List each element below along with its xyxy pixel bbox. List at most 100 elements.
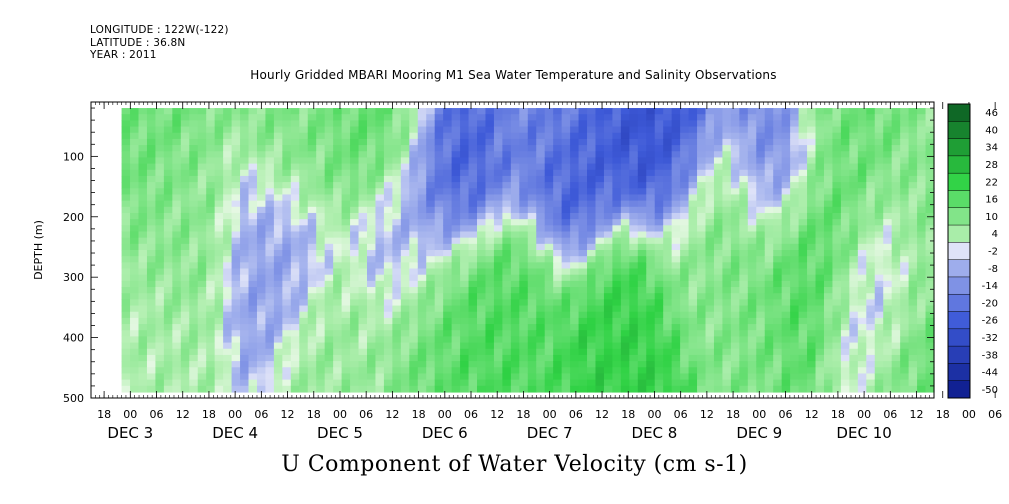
heatmap-cell: [790, 151, 800, 159]
heatmap-cell: [925, 287, 935, 294]
heatmap-cell: [646, 138, 656, 146]
heatmap-cell: [536, 305, 546, 313]
heatmap-cell: [358, 225, 368, 233]
heatmap-cell: [561, 354, 571, 362]
heatmap-cell: [646, 280, 656, 288]
heatmap-cell: [536, 280, 546, 288]
heatmap-cell: [612, 299, 622, 307]
heatmap-cell: [460, 373, 470, 381]
heatmap-cell: [917, 274, 927, 282]
heatmap-cell: [570, 108, 580, 115]
heatmap-cell: [366, 138, 377, 146]
heatmap-cell: [925, 108, 935, 115]
heatmap-cell: [307, 262, 317, 270]
heatmap-cell: [493, 212, 503, 220]
heatmap-cell: [426, 280, 436, 288]
heatmap-cell: [493, 262, 503, 270]
heatmap-cell: [866, 299, 876, 307]
heatmap-cell: [866, 379, 876, 387]
heatmap-cell: [705, 256, 715, 263]
heatmap-cell: [443, 367, 453, 375]
heatmap-cell: [671, 151, 681, 159]
heatmap-cell: [223, 287, 233, 294]
heatmap-cell: [172, 188, 182, 196]
heatmap-cell: [832, 126, 842, 134]
heatmap-cell: [121, 250, 131, 257]
x-hour-tick-label: 12: [385, 408, 399, 421]
heatmap-cell: [866, 361, 876, 368]
heatmap-cell: [570, 231, 580, 239]
heatmap-cell: [375, 200, 385, 208]
heatmap-cell: [764, 231, 774, 239]
heatmap-cell: [874, 163, 884, 171]
heatmap-cell: [874, 126, 884, 134]
heatmap-cell: [595, 385, 605, 393]
heatmap-cell: [874, 367, 884, 375]
heatmap-cell: [671, 206, 681, 214]
heatmap-cell: [383, 354, 393, 362]
heatmap-cell: [502, 379, 512, 387]
heatmap-cell: [510, 379, 520, 387]
heatmap-cell: [316, 120, 326, 128]
heatmap-cell: [189, 311, 199, 319]
heatmap-cell: [155, 385, 165, 393]
heatmap-cell: [747, 250, 757, 257]
heatmap-cell: [324, 231, 334, 239]
heatmap-cell: [451, 324, 461, 331]
heatmap-cell: [646, 354, 656, 362]
heatmap-cell: [392, 188, 402, 196]
heatmap-cell: [265, 237, 275, 245]
heatmap-cell: [290, 385, 300, 393]
heatmap-cell: [350, 379, 360, 387]
heatmap-cell: [510, 280, 520, 288]
heatmap-cell: [146, 182, 157, 189]
heatmap-cell: [189, 231, 199, 239]
heatmap-cell: [773, 354, 783, 362]
heatmap-cell: [375, 385, 385, 393]
heatmap-cell: [146, 108, 157, 115]
heatmap-cell: [138, 163, 148, 171]
heatmap-cell: [697, 200, 707, 208]
heatmap-cell: [451, 194, 461, 202]
heatmap-cell: [654, 299, 664, 307]
heatmap-cell: [333, 225, 343, 233]
heatmap-cell: [519, 138, 529, 146]
heatmap-cell: [908, 354, 918, 362]
heatmap-cell: [646, 182, 656, 189]
heatmap-cell: [747, 330, 757, 338]
heatmap-cell: [383, 157, 393, 165]
heatmap-cell: [307, 157, 317, 165]
heatmap-cell: [316, 305, 326, 313]
heatmap-cell: [840, 311, 850, 319]
heatmap-cell: [807, 138, 817, 146]
heatmap-cell: [722, 114, 732, 121]
heatmap-cell: [832, 250, 842, 257]
heatmap-cell: [366, 354, 377, 362]
heatmap-cell: [375, 194, 385, 202]
heatmap-cell: [578, 138, 588, 146]
heatmap-cell: [493, 231, 503, 239]
heatmap-cell: [739, 163, 749, 171]
heatmap-cell: [900, 336, 910, 344]
heatmap-cell: [663, 385, 673, 393]
heatmap-cell: [705, 385, 715, 393]
heatmap-cell: [578, 225, 588, 233]
heatmap-cell: [358, 299, 368, 307]
heatmap-cell: [857, 280, 867, 288]
heatmap-cell: [883, 231, 893, 239]
heatmap-cell: [265, 182, 275, 189]
heatmap-cell: [553, 354, 563, 362]
heatmap-cell: [333, 268, 343, 276]
heatmap-cell: [434, 243, 444, 251]
heatmap-cell: [671, 188, 681, 196]
heatmap-cell: [350, 354, 360, 362]
heatmap-cell: [434, 225, 444, 233]
heatmap-cell: [392, 287, 402, 294]
heatmap-cell: [299, 194, 309, 202]
heatmap-cell: [866, 120, 876, 128]
heatmap-cell: [637, 336, 647, 344]
heatmap-cell: [510, 354, 520, 362]
heatmap-cell: [231, 120, 241, 128]
heatmap-cell: [527, 280, 537, 288]
heatmap-cell: [324, 385, 334, 393]
